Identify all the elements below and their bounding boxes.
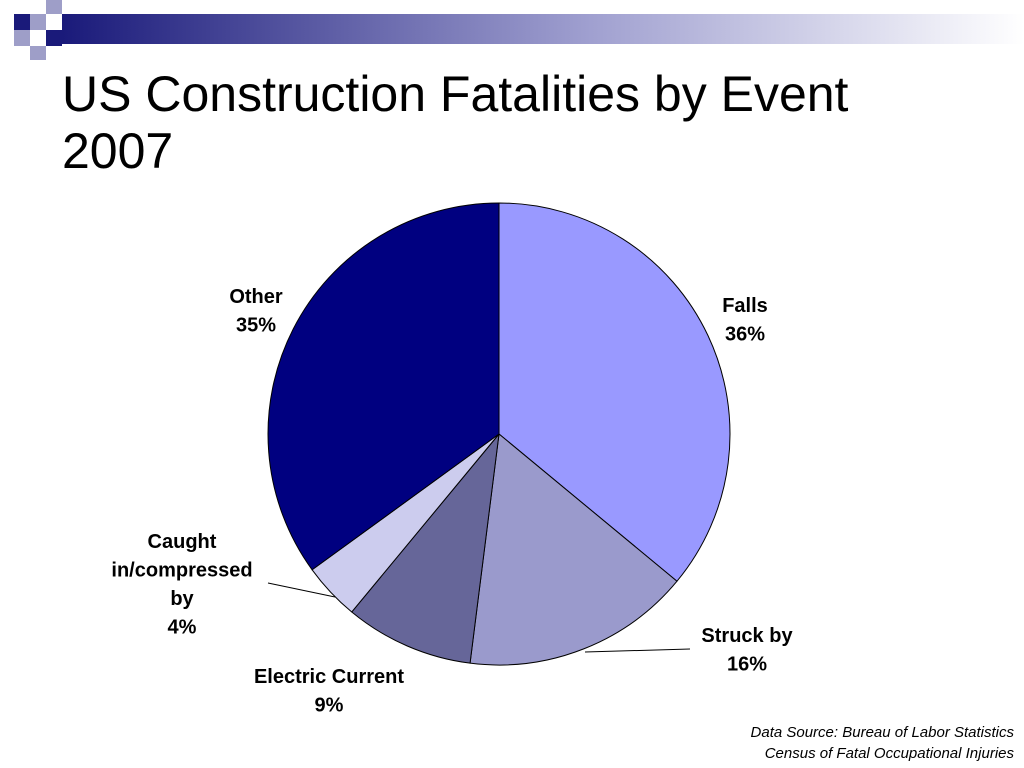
slide-title-line1: US Construction Fatalities by Event xyxy=(62,66,849,122)
slice-name-electric: Electric Current xyxy=(254,666,404,688)
deco-square-3 xyxy=(46,14,62,30)
pie-slice-struck xyxy=(469,433,678,666)
slice-name-falls: Falls xyxy=(722,295,768,317)
deco-square-5 xyxy=(46,30,62,46)
header-gradient-band xyxy=(62,14,1024,44)
slice-name-caught: in/compressed xyxy=(111,560,252,582)
slice-label-falls: Falls 36% xyxy=(722,295,768,346)
leader-lines xyxy=(267,582,691,653)
pie-slice-falls xyxy=(498,202,731,582)
slice-percent-falls: 36% xyxy=(725,324,765,346)
header-decoration xyxy=(14,0,1024,60)
slice-percent-other: 35% xyxy=(236,315,276,337)
slice-name-struck: Struck by xyxy=(701,625,793,647)
slice-label-struck: Struck by 16% xyxy=(701,625,793,676)
deco-square-8 xyxy=(46,0,62,14)
deco-square-4 xyxy=(30,30,46,46)
slice-name-caught: Caught xyxy=(148,531,217,553)
slide-title-line2: 2007 xyxy=(62,123,174,179)
slice-label-electric: Electric Current 9% xyxy=(254,666,404,717)
slice-name-other: Other xyxy=(229,286,283,308)
deco-square-1 xyxy=(14,14,30,30)
slice-labels: Falls 36% Struck by 16% Electric Current 9% Ca… xyxy=(111,286,793,717)
deco-square-6 xyxy=(14,30,30,46)
data-source-note: Data Source: Bureau of Labor Statistics … xyxy=(751,722,1014,764)
slice-percent-struck: 16% xyxy=(727,654,767,676)
slice-percent-caught: 4% xyxy=(168,617,197,639)
slice-percent-electric: 9% xyxy=(315,695,344,717)
slice-label-caught: Caught in/compressed by 4% xyxy=(111,531,252,639)
leader-line-struck xyxy=(584,648,691,653)
data-source-line1: Data Source: Bureau of Labor Statistics xyxy=(750,724,1014,741)
pie-slice-electric xyxy=(351,433,500,664)
slice-label-other: Other 35% xyxy=(229,286,283,337)
leader-line-caught xyxy=(267,582,336,598)
pie-slices xyxy=(267,202,731,666)
slide-title: US Construction Fatalities by Event 2007 xyxy=(62,66,1002,180)
pie-slice-other xyxy=(267,202,500,571)
slice-name-caught: by xyxy=(170,588,194,610)
deco-square-2 xyxy=(30,14,46,30)
deco-square-7 xyxy=(30,46,46,60)
data-source-line2: Census of Fatal Occupational Injuries xyxy=(764,745,1014,762)
